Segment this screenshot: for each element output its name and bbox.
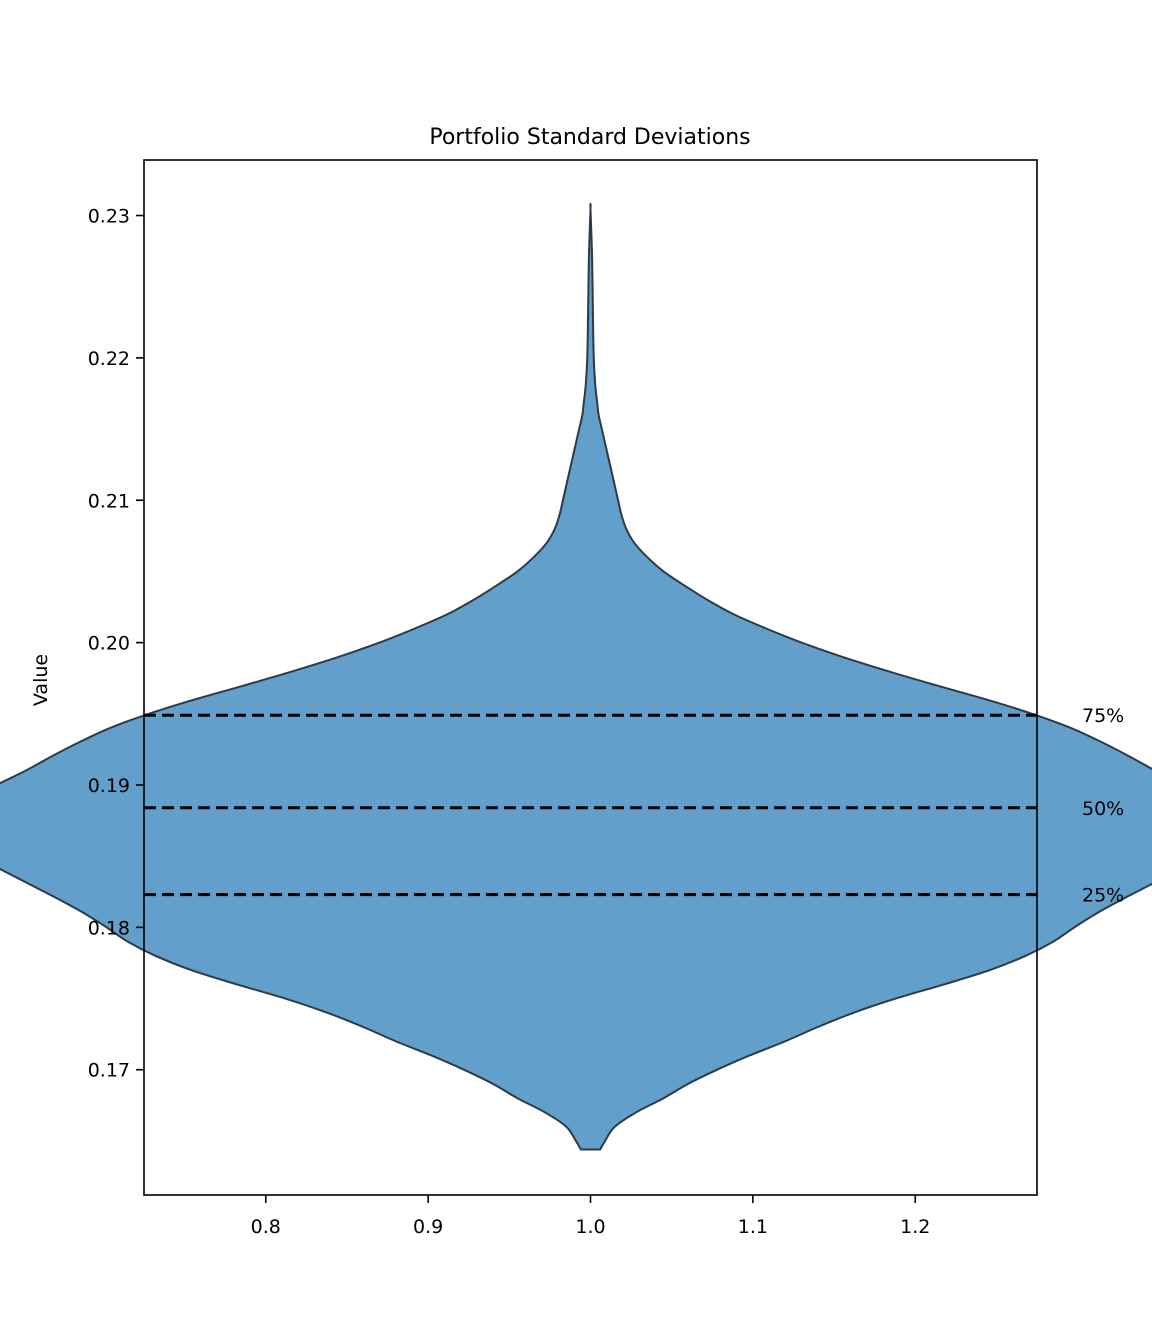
y-tick-label: 0.17 bbox=[88, 1060, 130, 1082]
y-tick-label: 0.18 bbox=[88, 917, 130, 939]
y-axis-label: Value bbox=[30, 654, 52, 706]
chart-title: Portfolio Standard Deviations bbox=[429, 125, 750, 150]
y-tick-label: 0.23 bbox=[88, 206, 130, 228]
x-tick-label: 0.8 bbox=[251, 1216, 281, 1238]
x-tick-label: 1.2 bbox=[900, 1216, 930, 1238]
plot-area: 75% 50% 25% 0.8 0.9 1.0 1.1 1.2 0.17 0.18 0.19 0.20… bbox=[0, 159, 1152, 1238]
y-tick-label: 0.22 bbox=[88, 348, 130, 370]
quantile-label-75: 75% bbox=[1082, 705, 1124, 727]
violin-body bbox=[0, 202, 1152, 1151]
quantile-label-25: 25% bbox=[1082, 885, 1124, 907]
x-tick-label: 1.0 bbox=[575, 1216, 605, 1238]
y-tick-label: 0.20 bbox=[88, 633, 130, 655]
y-tick-label: 0.19 bbox=[88, 775, 130, 797]
y-tick-label: 0.21 bbox=[88, 490, 130, 512]
quantile-label-50: 50% bbox=[1082, 798, 1124, 820]
x-tick-label: 1.1 bbox=[738, 1216, 768, 1238]
x-tick-label: 0.9 bbox=[413, 1216, 443, 1238]
